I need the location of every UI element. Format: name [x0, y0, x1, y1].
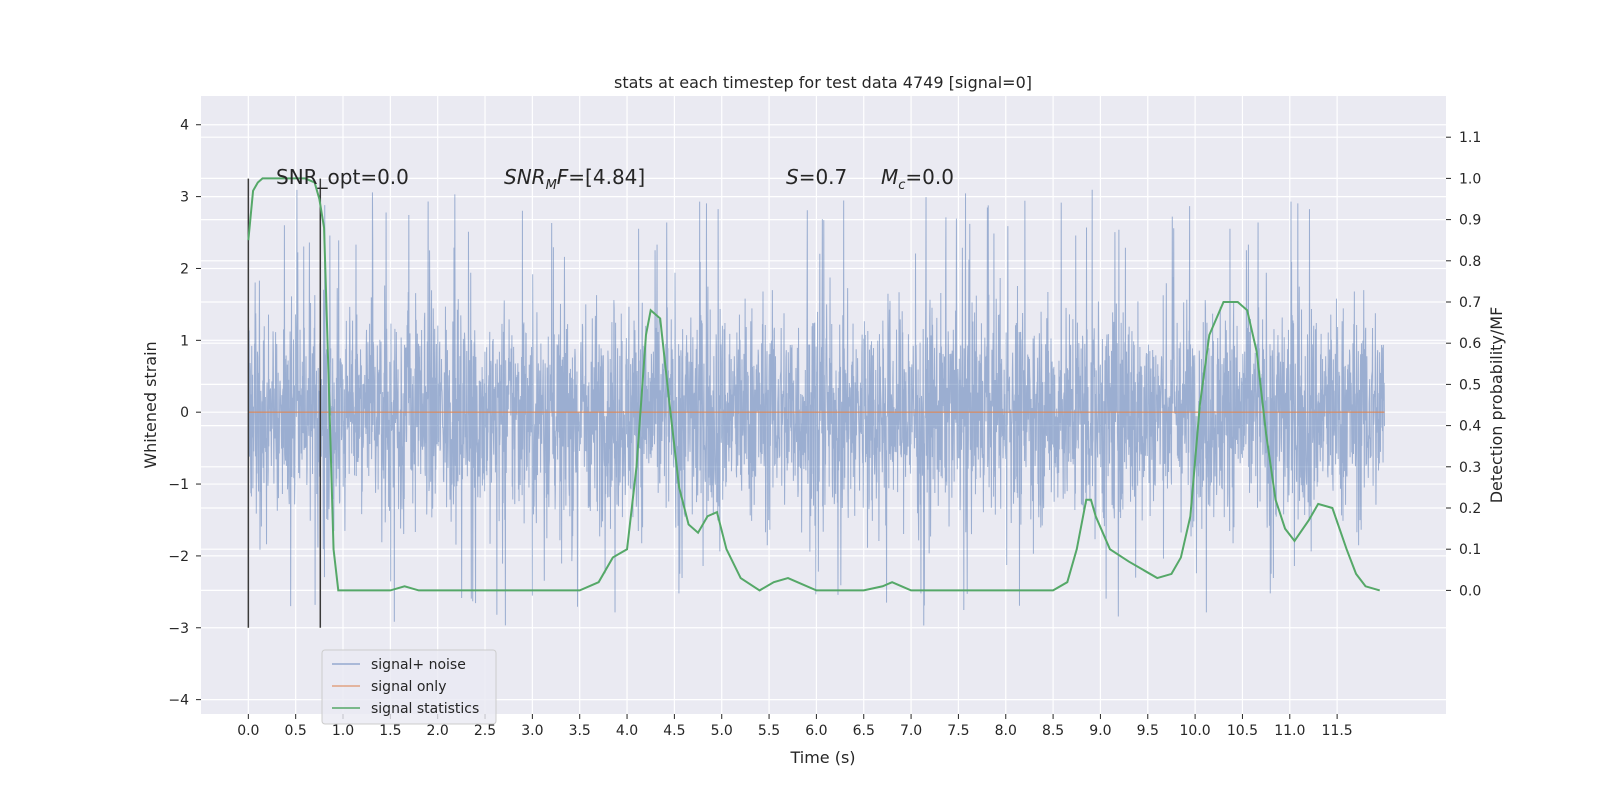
x-tick-label: 11.5: [1322, 723, 1353, 739]
y-tick-label: 4: [180, 118, 189, 134]
vertical-markers: [247, 178, 322, 628]
annotation-s: S=0.7: [786, 165, 847, 189]
annotation-snr-mf: SNRMF=[4.84]: [504, 165, 645, 193]
y-right-tick-label: 0.4: [1459, 419, 1481, 435]
y-right-tick-label: 0.8: [1459, 254, 1481, 270]
series-signal-plus-noise: [247, 189, 1385, 626]
x-tick-label: 1.0: [332, 723, 354, 739]
legend-box: [321, 649, 497, 725]
y-right-tick-label: 0.7: [1459, 295, 1481, 311]
y-tick-label: −3: [168, 621, 189, 637]
y-right-tick-label: 0.9: [1459, 213, 1481, 229]
y-right-tick-label: 1.1: [1459, 130, 1481, 146]
x-tick-label: 9.0: [1089, 723, 1111, 739]
legend-label-signal-statistics: signal statistics: [371, 701, 479, 717]
x-tick-label: 10.5: [1227, 723, 1258, 739]
y-tick-label: 1: [180, 333, 189, 349]
x-tick-label: 9.5: [1137, 723, 1159, 739]
y-axis-right-label: Detection probability/MF: [1487, 307, 1506, 504]
y-axis-label: Whitened strain: [141, 341, 160, 468]
y-tick-label: 2: [180, 261, 189, 277]
x-tick-label: 10.0: [1180, 723, 1211, 739]
y-right-tick-label: 1.0: [1459, 171, 1481, 187]
annotations: SNR_opt=0.0 SNRMF=[4.84] S=0.7 Mc=0.0: [276, 165, 954, 193]
y-axis-right: 1.1 1.0 0.9 0.8 0.7 0.6 0.5 0.4 0.3 0.2 0.1 0.0: [1446, 130, 1481, 599]
series-signal-statistics: [247, 177, 1381, 592]
x-tick-label: 5.0: [711, 723, 733, 739]
y-right-tick-label: 0.2: [1459, 501, 1481, 517]
x-tick-label: 11.0: [1274, 723, 1305, 739]
series-line-signal-plus-noise: [247, 189, 1385, 626]
x-tick-label: 1.5: [379, 723, 401, 739]
chart-title: stats at each timestep for test data 474…: [614, 73, 1032, 92]
y-tick-label: 3: [180, 190, 189, 206]
legend: signal+ noise signal only signal statist…: [321, 649, 497, 725]
x-tick-label: 3.0: [521, 723, 543, 739]
y-tick-label: −4: [168, 693, 189, 709]
x-tick-label: 4.0: [616, 723, 638, 739]
y-tick-label: −2: [168, 549, 189, 565]
x-tick-label: 7.0: [900, 723, 922, 739]
y-tick-label: −1: [168, 477, 189, 493]
x-tick-label: 0.5: [285, 723, 307, 739]
x-tick-label: 2.0: [427, 723, 449, 739]
y-tick-label: 0: [180, 405, 189, 421]
x-tick-label: 7.5: [947, 723, 969, 739]
x-tick-label: 3.5: [569, 723, 591, 739]
legend-label-signal-only: signal only: [371, 679, 446, 695]
y-right-tick-label: 0.6: [1459, 336, 1481, 352]
legend-label-signal-plus-noise: signal+ noise: [371, 657, 466, 673]
y-right-tick-label: 0.1: [1459, 542, 1481, 558]
annotation-mc: Mc=0.0: [881, 165, 954, 193]
y-axis-left: 4 3 2 1 0 −1 −2 −3 −4: [168, 118, 201, 709]
x-tick-label: 2.5: [474, 723, 496, 739]
x-axis: 0.0 0.5 1.0 1.5 2.0 2.5 3.0 3.5 4.0 4.5 5.0 5.5 6.0 6…: [237, 714, 1353, 739]
x-tick-label: 6.0: [805, 723, 827, 739]
annotation-snr-opt: SNR_opt=0.0: [276, 165, 409, 189]
x-axis-label: Time (s): [789, 748, 855, 767]
x-tick-label: 8.0: [995, 723, 1017, 739]
x-tick-label: 6.5: [853, 723, 875, 739]
x-tick-label: 4.5: [663, 723, 685, 739]
series-line-signal-statistics: [247, 177, 1381, 592]
x-tick-label: 8.5: [1042, 723, 1064, 739]
y-right-tick-label: 0.0: [1459, 583, 1481, 599]
y-right-tick-label: 0.3: [1459, 460, 1481, 476]
y-right-tick-label: 0.5: [1459, 377, 1481, 393]
x-tick-label: 5.5: [758, 723, 780, 739]
x-tick-label: 0.0: [237, 723, 259, 739]
